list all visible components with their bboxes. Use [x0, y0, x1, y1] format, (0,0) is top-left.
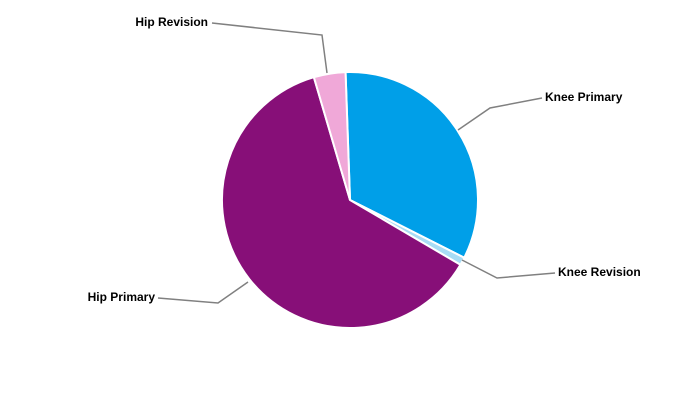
leader-line: [211, 22, 328, 74]
leader-line: [157, 281, 249, 304]
slice-label: Knee Primary: [545, 90, 623, 104]
leader-line: [457, 97, 543, 131]
leader-line: [461, 259, 556, 279]
slice-label: Knee Revision: [558, 265, 641, 279]
pie-slice: [312, 71, 351, 201]
pie-slice: [344, 71, 479, 260]
pie-slice: [221, 75, 462, 329]
slice-label: Hip Primary: [88, 290, 156, 304]
slice-label: Hip Revision: [135, 15, 208, 29]
